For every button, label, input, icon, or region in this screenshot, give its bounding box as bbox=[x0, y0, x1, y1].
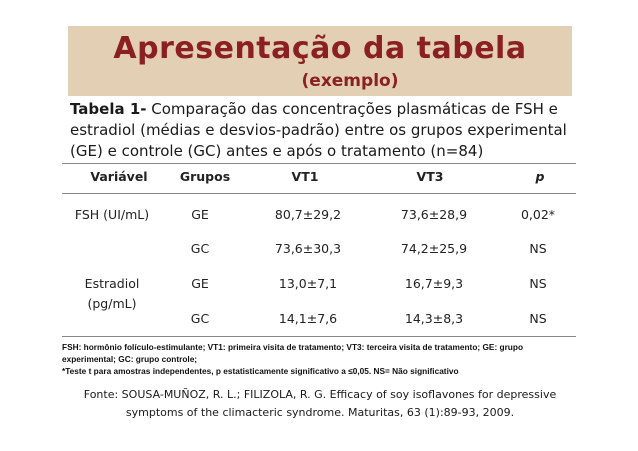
cell-p: NS bbox=[529, 311, 547, 326]
cell-variable: Estradiol bbox=[84, 276, 140, 291]
table-header-rule bbox=[62, 193, 576, 194]
slide-subtitle: (exemplo) bbox=[301, 71, 399, 91]
header-variavel: Variável bbox=[90, 169, 148, 184]
header-vt1: VT1 bbox=[291, 169, 319, 184]
footnote-abbreviations-cont: experimental; GC: grupo controle; bbox=[62, 354, 198, 364]
cell-vt1: 14,1±7,6 bbox=[278, 311, 338, 326]
cell-p: 0,02* bbox=[520, 207, 556, 222]
cell-p: NS bbox=[529, 241, 547, 256]
cell-p: NS bbox=[529, 276, 547, 291]
cell-group: GC bbox=[190, 241, 210, 256]
source-citation: Fonte: SOUSA-MUÑOZ, R. L.; FILIZOLA, R. … bbox=[60, 386, 580, 422]
table-footnotes: FSH: hormônio folículo-estimulante; VT1:… bbox=[62, 341, 582, 377]
cell-variable: FSH (UI/mL) bbox=[74, 207, 150, 222]
table-top-rule bbox=[62, 163, 576, 164]
header-grupos: Grupos bbox=[179, 169, 231, 184]
source-line-2: symptoms of the climacteric syndrome. Ma… bbox=[125, 406, 515, 419]
table-caption-label: Tabela 1- bbox=[70, 100, 147, 118]
title-banner: Apresentação da tabela (exemplo) bbox=[68, 26, 572, 96]
table-caption: Tabela 1- Comparação das concentrações p… bbox=[70, 99, 590, 162]
footnote-abbreviations: FSH: hormônio folículo-estimulante; VT1:… bbox=[62, 342, 524, 352]
cell-vt1: 13,0±7,1 bbox=[278, 276, 338, 291]
cell-vt3: 74,2±25,9 bbox=[400, 241, 468, 256]
table-bottom-rule bbox=[62, 336, 576, 337]
source-line-1: Fonte: SOUSA-MUÑOZ, R. L.; FILIZOLA, R. … bbox=[83, 388, 557, 401]
cell-vt3: 14,3±8,3 bbox=[404, 311, 464, 326]
slide-title: Apresentação da tabela bbox=[113, 31, 527, 66]
cell-group: GE bbox=[191, 276, 209, 291]
header-vt3: VT3 bbox=[416, 169, 444, 184]
cell-variable: (pg/mL) bbox=[87, 296, 137, 311]
cell-vt3: 73,6±28,9 bbox=[400, 207, 468, 222]
table-caption-text: Comparação das concentrações plasmáticas… bbox=[70, 100, 567, 160]
header-p: p bbox=[535, 169, 545, 184]
cell-vt3: 16,7±9,3 bbox=[404, 276, 464, 291]
cell-group: GE bbox=[191, 207, 209, 222]
footnote-statistics: *Teste t para amostras independentes, p … bbox=[62, 366, 459, 376]
cell-vt1: 80,7±29,2 bbox=[274, 207, 342, 222]
cell-group: GC bbox=[190, 311, 210, 326]
cell-vt1: 73,6±30,3 bbox=[274, 241, 342, 256]
